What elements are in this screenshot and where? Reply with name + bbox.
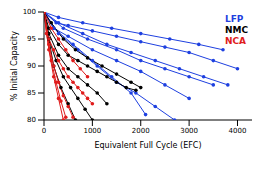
svg-text:0: 0	[42, 127, 46, 135]
svg-text:2000: 2000	[132, 127, 150, 135]
svg-text:90: 90	[27, 62, 36, 70]
svg-text:95: 95	[27, 35, 36, 43]
svg-text:3000: 3000	[180, 127, 198, 135]
svg-text:% Initial Capacity: % Initial Capacity	[10, 31, 19, 101]
svg-text:85: 85	[27, 89, 36, 97]
svg-text:Equivalent Full Cycle (EFC): Equivalent Full Cycle (EFC)	[94, 141, 201, 150]
html-text:NCA: NCA	[224, 36, 246, 46]
svg-text:100: 100	[23, 8, 36, 16]
svg-text:80: 80	[27, 116, 36, 124]
html-text:LFP: LFP	[224, 14, 244, 24]
svg-text:4000: 4000	[229, 127, 247, 135]
svg-text:1000: 1000	[83, 127, 101, 135]
html-text:NMC: NMC	[224, 25, 248, 35]
